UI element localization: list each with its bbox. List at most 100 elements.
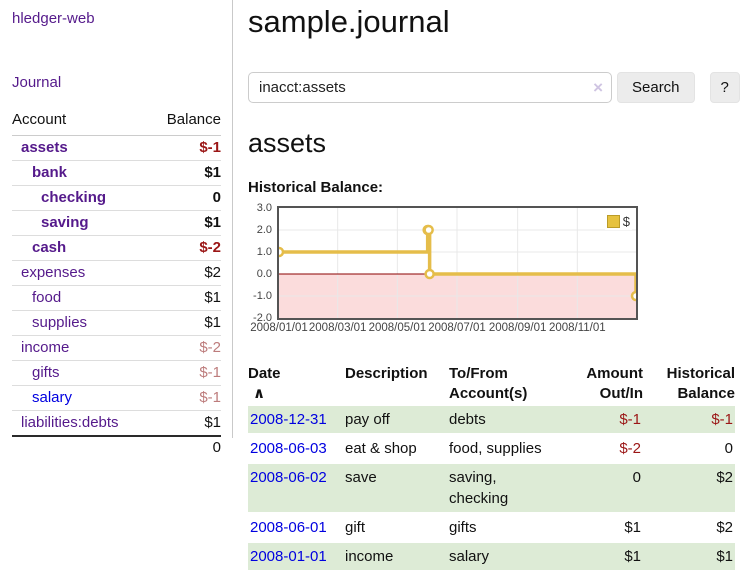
transaction-balance: $2: [643, 464, 735, 512]
transaction-accounts: debts: [449, 406, 580, 433]
y-tick-label: 0.0: [256, 268, 272, 280]
transaction-row: 2008-01-01 income salary $1 $1: [248, 543, 735, 570]
sidebar: hledger-web Journal Account Balance asse…: [0, 0, 233, 459]
account-balance: $-2: [150, 235, 221, 261]
account-heading: assets: [248, 128, 327, 158]
chart-plot-area: $: [277, 206, 638, 320]
transaction-balance: 0: [724, 440, 733, 457]
account-row: gifts $-1: [12, 360, 221, 386]
account-balance: $1: [150, 160, 221, 186]
transaction-description: save: [345, 464, 449, 512]
balance-chart-svg: [279, 208, 636, 318]
account-row: food $1: [12, 285, 221, 311]
balance-column-header: Balance: [150, 111, 221, 136]
transaction-date-link[interactable]: 2008-06-03: [250, 440, 327, 457]
amount-column-header: Amount Out/In: [586, 365, 643, 402]
x-tick-label: 2008/01/01: [250, 322, 308, 334]
account-balance: $2: [150, 260, 221, 286]
transaction-description: income: [345, 543, 449, 570]
account-row: expenses $2: [12, 260, 221, 286]
transaction-date-link[interactable]: 2008-06-02: [250, 469, 327, 486]
x-tick-label: 2008/09/01: [488, 322, 547, 334]
historical-balance-chart: 3.0 2.0 1.0 0.0 -1.0 -2.0 $ 2008/01/01 2008/03…: [250, 202, 638, 338]
transaction-description: pay off: [345, 406, 449, 433]
account-row: bank $1: [12, 160, 221, 186]
account-link-gifts[interactable]: gifts: [32, 364, 60, 381]
account-link-salary[interactable]: salary: [32, 389, 73, 406]
search-button[interactable]: Search: [617, 72, 695, 103]
date-column-header[interactable]: Date ∧: [248, 364, 345, 404]
app-title-link[interactable]: hledger-web: [12, 10, 95, 27]
account-link-supplies[interactable]: supplies: [32, 314, 88, 331]
transaction-date-link[interactable]: 2008-01-01: [250, 548, 327, 565]
account-row: assets $-1: [12, 135, 221, 161]
account-balance: $1: [150, 210, 221, 236]
transaction-row: 2008-06-02 save saving, checking 0 $2: [248, 464, 735, 512]
y-tick-label: 2.0: [256, 224, 272, 236]
transaction-accounts: food, supplies: [449, 440, 542, 457]
account-balance: $-1: [150, 385, 221, 411]
account-link-cash[interactable]: cash: [32, 239, 67, 256]
accounts-table-header: Account Balance: [12, 111, 221, 136]
account-column-header: Account: [12, 111, 151, 136]
account-link-checking[interactable]: checking: [41, 189, 107, 206]
account-link-saving[interactable]: saving: [41, 214, 89, 231]
account-row: liabilities:debts $1: [12, 411, 221, 437]
accounts-total-row: 0: [12, 435, 221, 459]
transaction-date-link[interactable]: 2008-12-31: [250, 411, 327, 428]
account-link-expenses[interactable]: expenses: [21, 264, 86, 281]
account-row: cash $-2: [12, 235, 221, 261]
transaction-amount: $-2: [619, 440, 641, 457]
transaction-row: 2008-06-03 eat & shop food, supplies $-2…: [248, 435, 735, 462]
transaction-description: eat & shop: [345, 440, 417, 457]
account-link-assets[interactable]: assets: [21, 139, 68, 156]
account-balance: $-1: [150, 360, 221, 386]
transaction-accounts: gifts: [449, 519, 477, 536]
account-link-income[interactable]: income: [21, 339, 70, 356]
account-balance: $1: [150, 310, 221, 336]
accounts-table: Account Balance assets $-1 bank $1 check…: [12, 111, 221, 459]
transaction-row: 2008-06-01 gift gifts $1 $2: [248, 514, 735, 541]
register-header-row: Date ∧ Description To/From Account(s) Amou…: [248, 364, 735, 404]
help-button[interactable]: ?: [709, 72, 740, 103]
search-form: × Search ?: [248, 72, 740, 103]
transaction-accounts: salary: [449, 543, 580, 570]
transaction-amount: $1: [580, 543, 643, 570]
account-balance: $-2: [150, 335, 221, 361]
account-row: checking 0: [12, 185, 221, 211]
chart-legend: $: [604, 213, 632, 230]
y-tick-label: -2.0: [253, 312, 272, 324]
account-row: supplies $1: [12, 310, 221, 336]
account-link-liabilities-debts[interactable]: liabilities:debts: [21, 414, 119, 431]
account-link-food[interactable]: food: [32, 289, 62, 306]
transaction-row: 2008-12-31 pay off debts $-1 $-1: [248, 406, 735, 433]
transaction-balance: $-1: [643, 406, 735, 433]
tofrom-column-header: To/From Account(s): [449, 365, 528, 402]
y-tick-label: 3.0: [256, 202, 272, 214]
transaction-description: gift: [345, 519, 366, 536]
transaction-amount: $1: [624, 519, 641, 536]
y-tick-label: -1.0: [253, 290, 272, 302]
main-content: sample.journal × Search ? assets Histori…: [233, 0, 742, 582]
register-table: Date ∧ Description To/From Account(s) Amou…: [248, 362, 735, 572]
clear-search-icon[interactable]: ×: [593, 77, 603, 97]
account-balance: $-1: [150, 135, 221, 161]
account-row: salary $-1: [12, 385, 221, 411]
search-input[interactable]: [248, 72, 612, 103]
account-balance: $1: [150, 285, 221, 311]
x-tick-label: 2008/03/01: [308, 322, 367, 334]
page-title: sample.journal: [248, 4, 450, 39]
sort-ascending-icon: ∧: [253, 385, 266, 402]
transaction-amount: 0: [580, 464, 643, 512]
sidebar-item-journal[interactable]: Journal: [12, 74, 62, 91]
legend-label: $: [622, 214, 630, 229]
x-tick-label: 2008/07/01: [428, 322, 486, 334]
historical-balance-column-header: Historical Balance: [666, 365, 735, 402]
accounts-total-value: 0: [150, 435, 221, 459]
account-link-bank[interactable]: bank: [32, 164, 68, 181]
description-column-header: Description: [345, 365, 428, 382]
x-tick-label: 2008/11/01: [548, 322, 606, 334]
x-axis-labels: 2008/01/01 2008/03/01 2008/05/01 2008/07/01…: [250, 322, 638, 338]
transaction-date-link[interactable]: 2008-06-01: [250, 519, 327, 536]
legend-swatch-icon: [606, 215, 620, 228]
